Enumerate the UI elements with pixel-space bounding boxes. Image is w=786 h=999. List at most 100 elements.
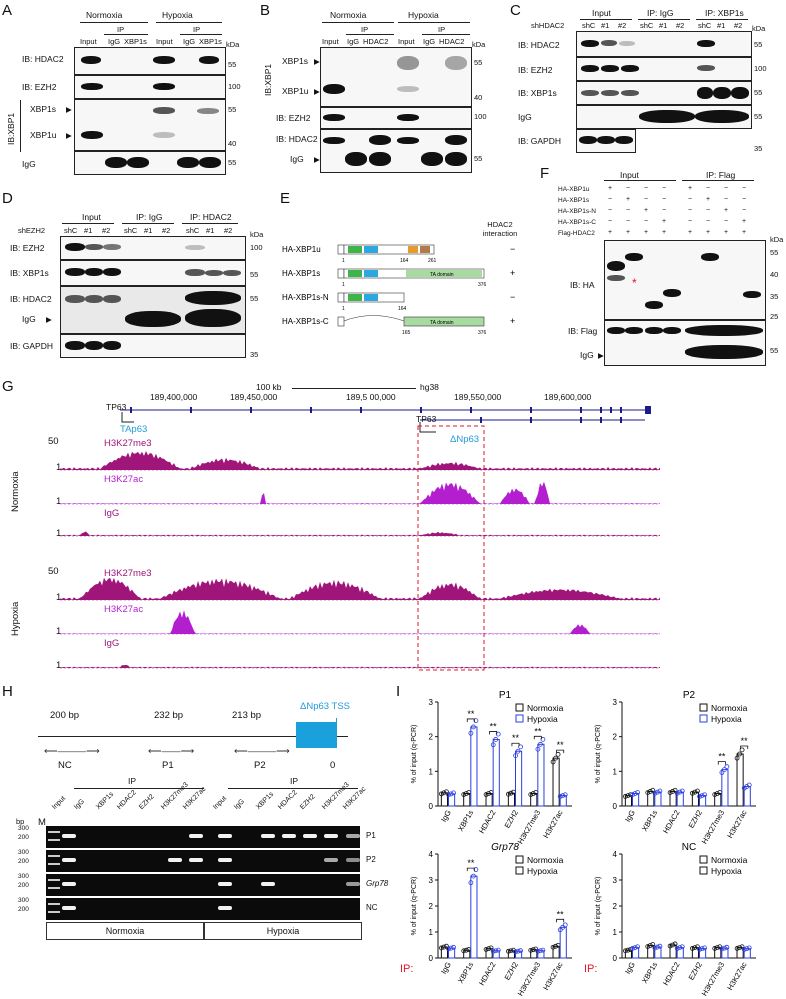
ytick: 1 bbox=[56, 528, 62, 539]
blot-ezh2 bbox=[60, 236, 246, 260]
bar-normoxia bbox=[736, 753, 744, 807]
data-point bbox=[518, 744, 523, 750]
sign-cell: − bbox=[608, 207, 613, 214]
lane-label: #2 bbox=[162, 226, 171, 235]
data-point bbox=[737, 945, 742, 951]
sh-label: shEZH2 bbox=[18, 226, 46, 235]
data-point bbox=[451, 790, 456, 796]
ladder-label: 300 bbox=[18, 873, 29, 880]
data-point bbox=[461, 948, 467, 954]
sign-cell: + bbox=[724, 207, 729, 214]
svg-text:1: 1 bbox=[342, 306, 345, 312]
y-tick-label: 3 bbox=[429, 698, 434, 707]
data-point bbox=[630, 792, 635, 797]
construct-row-label: HA-XBP1u bbox=[558, 186, 590, 193]
exon bbox=[620, 407, 622, 413]
significance-label: ** bbox=[557, 909, 565, 919]
ip-label: IP bbox=[438, 25, 446, 34]
data-point bbox=[746, 782, 752, 788]
y-tick-label: 2 bbox=[429, 733, 434, 742]
lane-label: XBP1s bbox=[94, 790, 115, 811]
ladder-label: 200 bbox=[18, 882, 29, 889]
bar-chart-0: 0 1 2 3 P1 % of input (q-PCR) IgG XBP1s ** HDAC2 *… bbox=[411, 690, 572, 846]
chart-title: Grp78 bbox=[491, 842, 519, 853]
y-axis-label: % of input (q-PCR) bbox=[411, 725, 418, 784]
y-tick-label: 0 bbox=[429, 802, 434, 811]
kda-label: kDa bbox=[250, 230, 264, 239]
x-tick-label: H3K27me3 bbox=[516, 961, 543, 998]
data-point bbox=[722, 945, 727, 951]
highlight-region bbox=[417, 425, 485, 671]
signal-track bbox=[60, 577, 660, 600]
scale-label: 100 kb bbox=[256, 382, 282, 392]
blot-ezh2 bbox=[74, 75, 226, 99]
exon bbox=[530, 407, 532, 413]
region-label: NC bbox=[58, 760, 72, 771]
data-point bbox=[632, 791, 638, 796]
sign-cell: − bbox=[662, 185, 667, 192]
sign-cell: + bbox=[626, 229, 631, 236]
lane-label: shC bbox=[698, 21, 712, 30]
data-point bbox=[719, 770, 725, 775]
legend-label: Normoxia bbox=[527, 703, 564, 713]
lane-label: #2 bbox=[734, 21, 743, 30]
track-label: H3K27me3 bbox=[104, 438, 152, 449]
bar-chart-2: 0 1 2 3 4 Grp78 % of input (q-PCR) IgG XBP1s ** HD… bbox=[400, 842, 572, 998]
sign-cell: + bbox=[706, 196, 711, 203]
data-point bbox=[647, 789, 653, 794]
data-point bbox=[650, 942, 656, 947]
tss-arrow bbox=[419, 422, 436, 433]
bar-hypoxia bbox=[470, 726, 478, 807]
region-label: P2 bbox=[254, 760, 266, 771]
data-point bbox=[695, 788, 700, 794]
lane-label: Input bbox=[322, 37, 339, 46]
group-label: Input bbox=[82, 212, 101, 222]
blot-igg bbox=[74, 151, 226, 175]
data-point bbox=[739, 747, 745, 753]
mw-label: 55 bbox=[228, 158, 237, 167]
sign-cell: − bbox=[688, 196, 693, 203]
x-tick-label: HDAC2 bbox=[477, 961, 498, 988]
svg-text:164: 164 bbox=[400, 258, 409, 264]
exon bbox=[610, 407, 612, 413]
data-point bbox=[714, 945, 720, 951]
data-point bbox=[463, 947, 469, 953]
row-label: IB: HDAC2 bbox=[10, 294, 52, 304]
significance-label: ** bbox=[512, 733, 520, 743]
data-point bbox=[486, 791, 491, 796]
data-point bbox=[557, 794, 563, 799]
data-point bbox=[560, 924, 566, 930]
legend-swatch bbox=[515, 866, 524, 875]
ip-line bbox=[104, 34, 148, 35]
sign-cell: + bbox=[688, 185, 693, 192]
row-label: IgG bbox=[518, 112, 532, 122]
x-tick-label: EZH2 bbox=[687, 809, 704, 830]
side-label: IB:XBP1 bbox=[263, 63, 273, 96]
data-point bbox=[623, 794, 628, 799]
mw-label: 35 bbox=[250, 350, 259, 359]
signal-track bbox=[60, 481, 660, 504]
blot-hdac2 bbox=[60, 286, 246, 334]
blot-gapdh bbox=[576, 129, 636, 153]
tss-arrow bbox=[121, 412, 134, 423]
exon bbox=[310, 407, 312, 413]
basic-domain bbox=[348, 246, 362, 253]
significance-bracket bbox=[717, 761, 726, 765]
significance-label: ** bbox=[467, 858, 475, 868]
exon bbox=[620, 417, 622, 423]
lane-label: #2 bbox=[102, 226, 111, 235]
y-tick-label: 0 bbox=[613, 802, 618, 811]
ip-line bbox=[422, 34, 470, 35]
significance-bracket bbox=[466, 867, 475, 872]
lane-label: Input bbox=[211, 795, 228, 811]
data-point bbox=[670, 942, 675, 948]
significance-bracket bbox=[466, 718, 475, 722]
coord-label: 189,600,000 bbox=[544, 392, 592, 402]
blot-ha bbox=[604, 240, 766, 320]
y-tick-label: 4 bbox=[429, 850, 434, 859]
data-point bbox=[679, 788, 685, 794]
data-point bbox=[677, 945, 683, 951]
y-tick-label: 2 bbox=[613, 733, 618, 742]
lane-label: IgG bbox=[233, 798, 247, 811]
row-label: IB: HA bbox=[570, 280, 595, 290]
